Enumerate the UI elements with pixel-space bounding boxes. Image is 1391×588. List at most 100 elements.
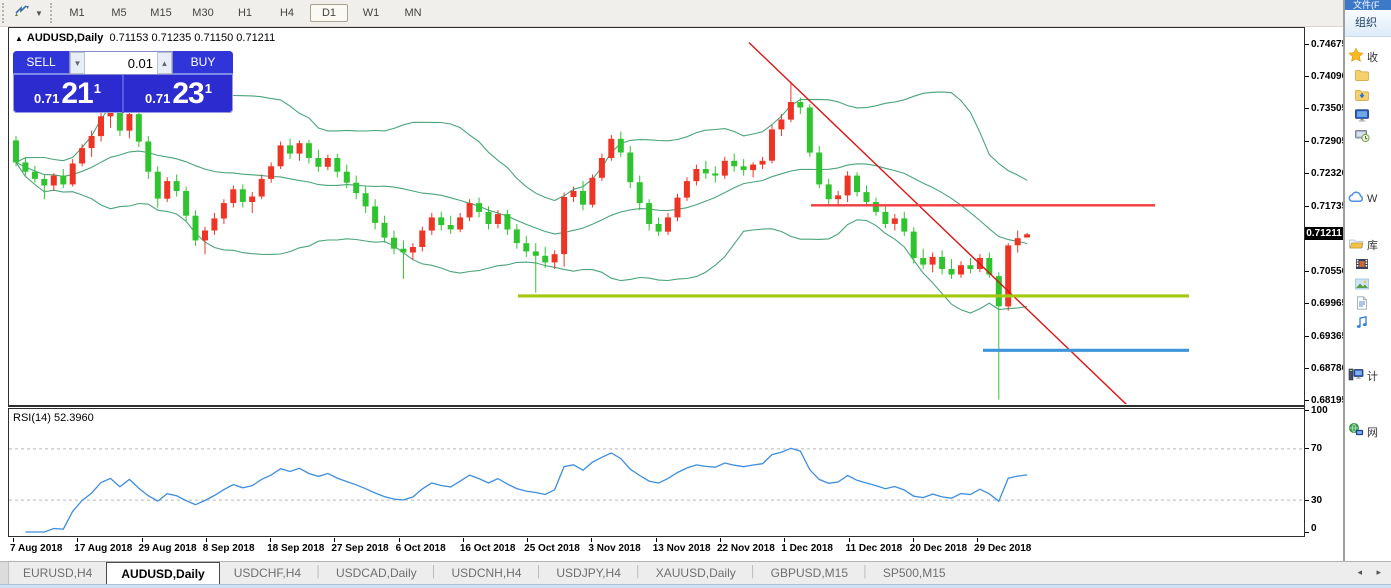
candle-body <box>835 195 842 200</box>
date-label: 6 Oct 2018 <box>395 543 446 554</box>
date-label: 7 Aug 2018 <box>10 543 63 554</box>
sidebar-item-music[interactable] <box>1354 315 1391 333</box>
timeframe-button-m30[interactable]: M30 <box>192 7 214 19</box>
sidebar-item-folder[interactable] <box>1354 68 1391 86</box>
candle-body <box>967 265 974 269</box>
candle-body <box>872 202 879 212</box>
sidebar-item-document[interactable] <box>1354 296 1391 314</box>
timeframe-button-m5[interactable]: M5 <box>111 7 127 19</box>
sidebar-item-video[interactable] <box>1354 257 1391 275</box>
sidebar-item-star[interactable]: 收 <box>1348 48 1391 66</box>
chart-tab-sp500[interactable]: SP500,M15 <box>882 566 946 580</box>
candle-body <box>419 230 426 247</box>
candle-body <box>183 191 190 216</box>
sell-price-sup: 1 <box>93 80 101 96</box>
candle-body <box>145 141 152 172</box>
candle-body <box>447 225 454 230</box>
sell-button[interactable]: SELL <box>13 51 69 75</box>
chevron-down-icon[interactable]: ▼ <box>35 8 43 18</box>
volume-input[interactable] <box>85 52 157 74</box>
collapse-arrow-icon[interactable]: ▲ <box>15 34 23 43</box>
rsi-tick-label: 100 <box>1311 405 1328 416</box>
price-tick <box>1305 367 1309 369</box>
date-tick <box>719 538 721 542</box>
candle-body <box>31 171 38 179</box>
sidebar-item-pictures[interactable] <box>1354 277 1391 295</box>
date-tick <box>527 538 529 542</box>
volume-increase-button[interactable]: ▲ <box>157 52 172 74</box>
candle-body <box>513 229 520 244</box>
timeframe-button-w1[interactable]: W1 <box>362 7 380 19</box>
candle-body <box>910 231 917 258</box>
date-tick <box>398 538 400 542</box>
sidebar-item-folder-download[interactable] <box>1354 88 1391 106</box>
timeframe-button-m1[interactable]: M1 <box>69 7 85 19</box>
tab-separator: │ <box>634 566 642 578</box>
timeframe-button-mn[interactable]: MN <box>404 7 422 19</box>
chart-style-button[interactable]: ▼ <box>14 3 52 23</box>
main-chart-area[interactable]: ▲ AUDUSD,Daily 0.71153 0.71235 0.71150 0.… <box>8 27 1305 407</box>
price-scale[interactable]: 0.74675 0.74090 0.73505 0.72905 0.72320 0.717… <box>1304 27 1348 536</box>
candle-body <box>627 152 634 183</box>
buy-button[interactable]: BUY <box>173 51 233 75</box>
candle-body <box>598 158 605 178</box>
timeframe-button-m15[interactable]: M15 <box>150 7 172 19</box>
rsi-tick <box>1305 448 1309 450</box>
candle-body <box>702 169 709 174</box>
price-tick <box>1305 400 1309 402</box>
timeframe-button-h4[interactable]: H4 <box>279 7 295 19</box>
chart-tab-usdjpy[interactable]: USDJPY,H4 <box>556 566 621 580</box>
price-tick-label: 0.72320 <box>1311 168 1348 180</box>
explorer-menu-bar[interactable]: 文件(F <box>1345 0 1391 10</box>
toolbar-grip-2[interactable] <box>50 3 55 23</box>
date-axis[interactable]: 7 Aug 2018 17 Aug 2018 29 Aug 2018 8 Sep 20… <box>8 538 1305 558</box>
document-icon <box>1354 296 1370 314</box>
candle-body <box>202 230 208 241</box>
date-tick <box>462 538 464 542</box>
toolbar-grip[interactable] <box>2 3 7 23</box>
date-tick <box>977 538 979 542</box>
chart-tab-gbpusd[interactable]: GBPUSD,M15 <box>770 566 848 580</box>
candle-body <box>646 203 653 224</box>
candle-body <box>769 129 775 161</box>
volume-decrease-button[interactable]: ▼ <box>70 52 85 74</box>
chart-tab-usdcnh[interactable]: USDCNH,H4 <box>451 566 522 580</box>
sidebar-item-recent-places[interactable] <box>1354 128 1391 146</box>
sidebar-item-network[interactable]: 网 <box>1348 423 1391 441</box>
sell-price-small: 0.71 <box>34 90 60 106</box>
explorer-sidebar: 文件(F 组织 收 W 库计网 <box>1343 0 1391 561</box>
candle-body <box>797 102 804 108</box>
explorer-organize-button[interactable]: 组织 <box>1345 10 1391 37</box>
chart-tab-usdcad[interactable]: USDCAD,Daily <box>335 566 417 580</box>
sidebar-item-desktop[interactable] <box>1354 108 1391 126</box>
candle-body <box>287 145 293 154</box>
sidebar-item-computer[interactable]: 计 <box>1348 367 1391 385</box>
chart-tab-audusd[interactable]: AUDUSD,Daily <box>106 562 220 585</box>
sell-price[interactable]: 0.71 21 1 <box>13 75 122 113</box>
tab-separator: │ <box>862 566 869 578</box>
price-tick-label: 0.74675 <box>1311 38 1348 50</box>
chart-tab-xauusd[interactable]: XAUUSD,Daily <box>655 566 736 580</box>
candle-body <box>315 158 322 167</box>
candle-body <box>570 191 577 197</box>
rsi-tick <box>1305 410 1309 411</box>
sidebar-item-library-folder[interactable]: 库 <box>1348 236 1391 254</box>
candle-body <box>69 163 76 185</box>
sidebar-item-cloud[interactable]: W <box>1348 190 1391 208</box>
buy-price[interactable]: 0.71 23 1 <box>124 75 233 113</box>
chart-tab-usdchf[interactable]: USDCHF,H4 <box>233 566 302 580</box>
timeframe-button-d1[interactable]: D1 <box>310 4 348 22</box>
bollinger-lower-band <box>15 162 1028 314</box>
candlestick-canvas[interactable] <box>9 28 1302 404</box>
pane-splitter[interactable] <box>8 405 1305 409</box>
chart-tab-eurusd[interactable]: EURUSD,H4 <box>23 566 93 580</box>
timeframe-toolbar: ▼ M1 M5 M15 M30 H1 H4 D1 W1 MN <box>0 0 1343 27</box>
date-tick <box>205 538 207 542</box>
candle-body <box>485 211 492 224</box>
tab-scroll-arrows[interactable]: ◂ ▸ <box>1357 567 1387 577</box>
rsi-tick-label: 0 <box>1311 523 1317 534</box>
timeframe-button-h1[interactable]: H1 <box>237 7 253 19</box>
rsi-indicator-pane[interactable]: RSI(14) 52.3960 <box>8 409 1305 537</box>
candle-body <box>920 258 927 265</box>
